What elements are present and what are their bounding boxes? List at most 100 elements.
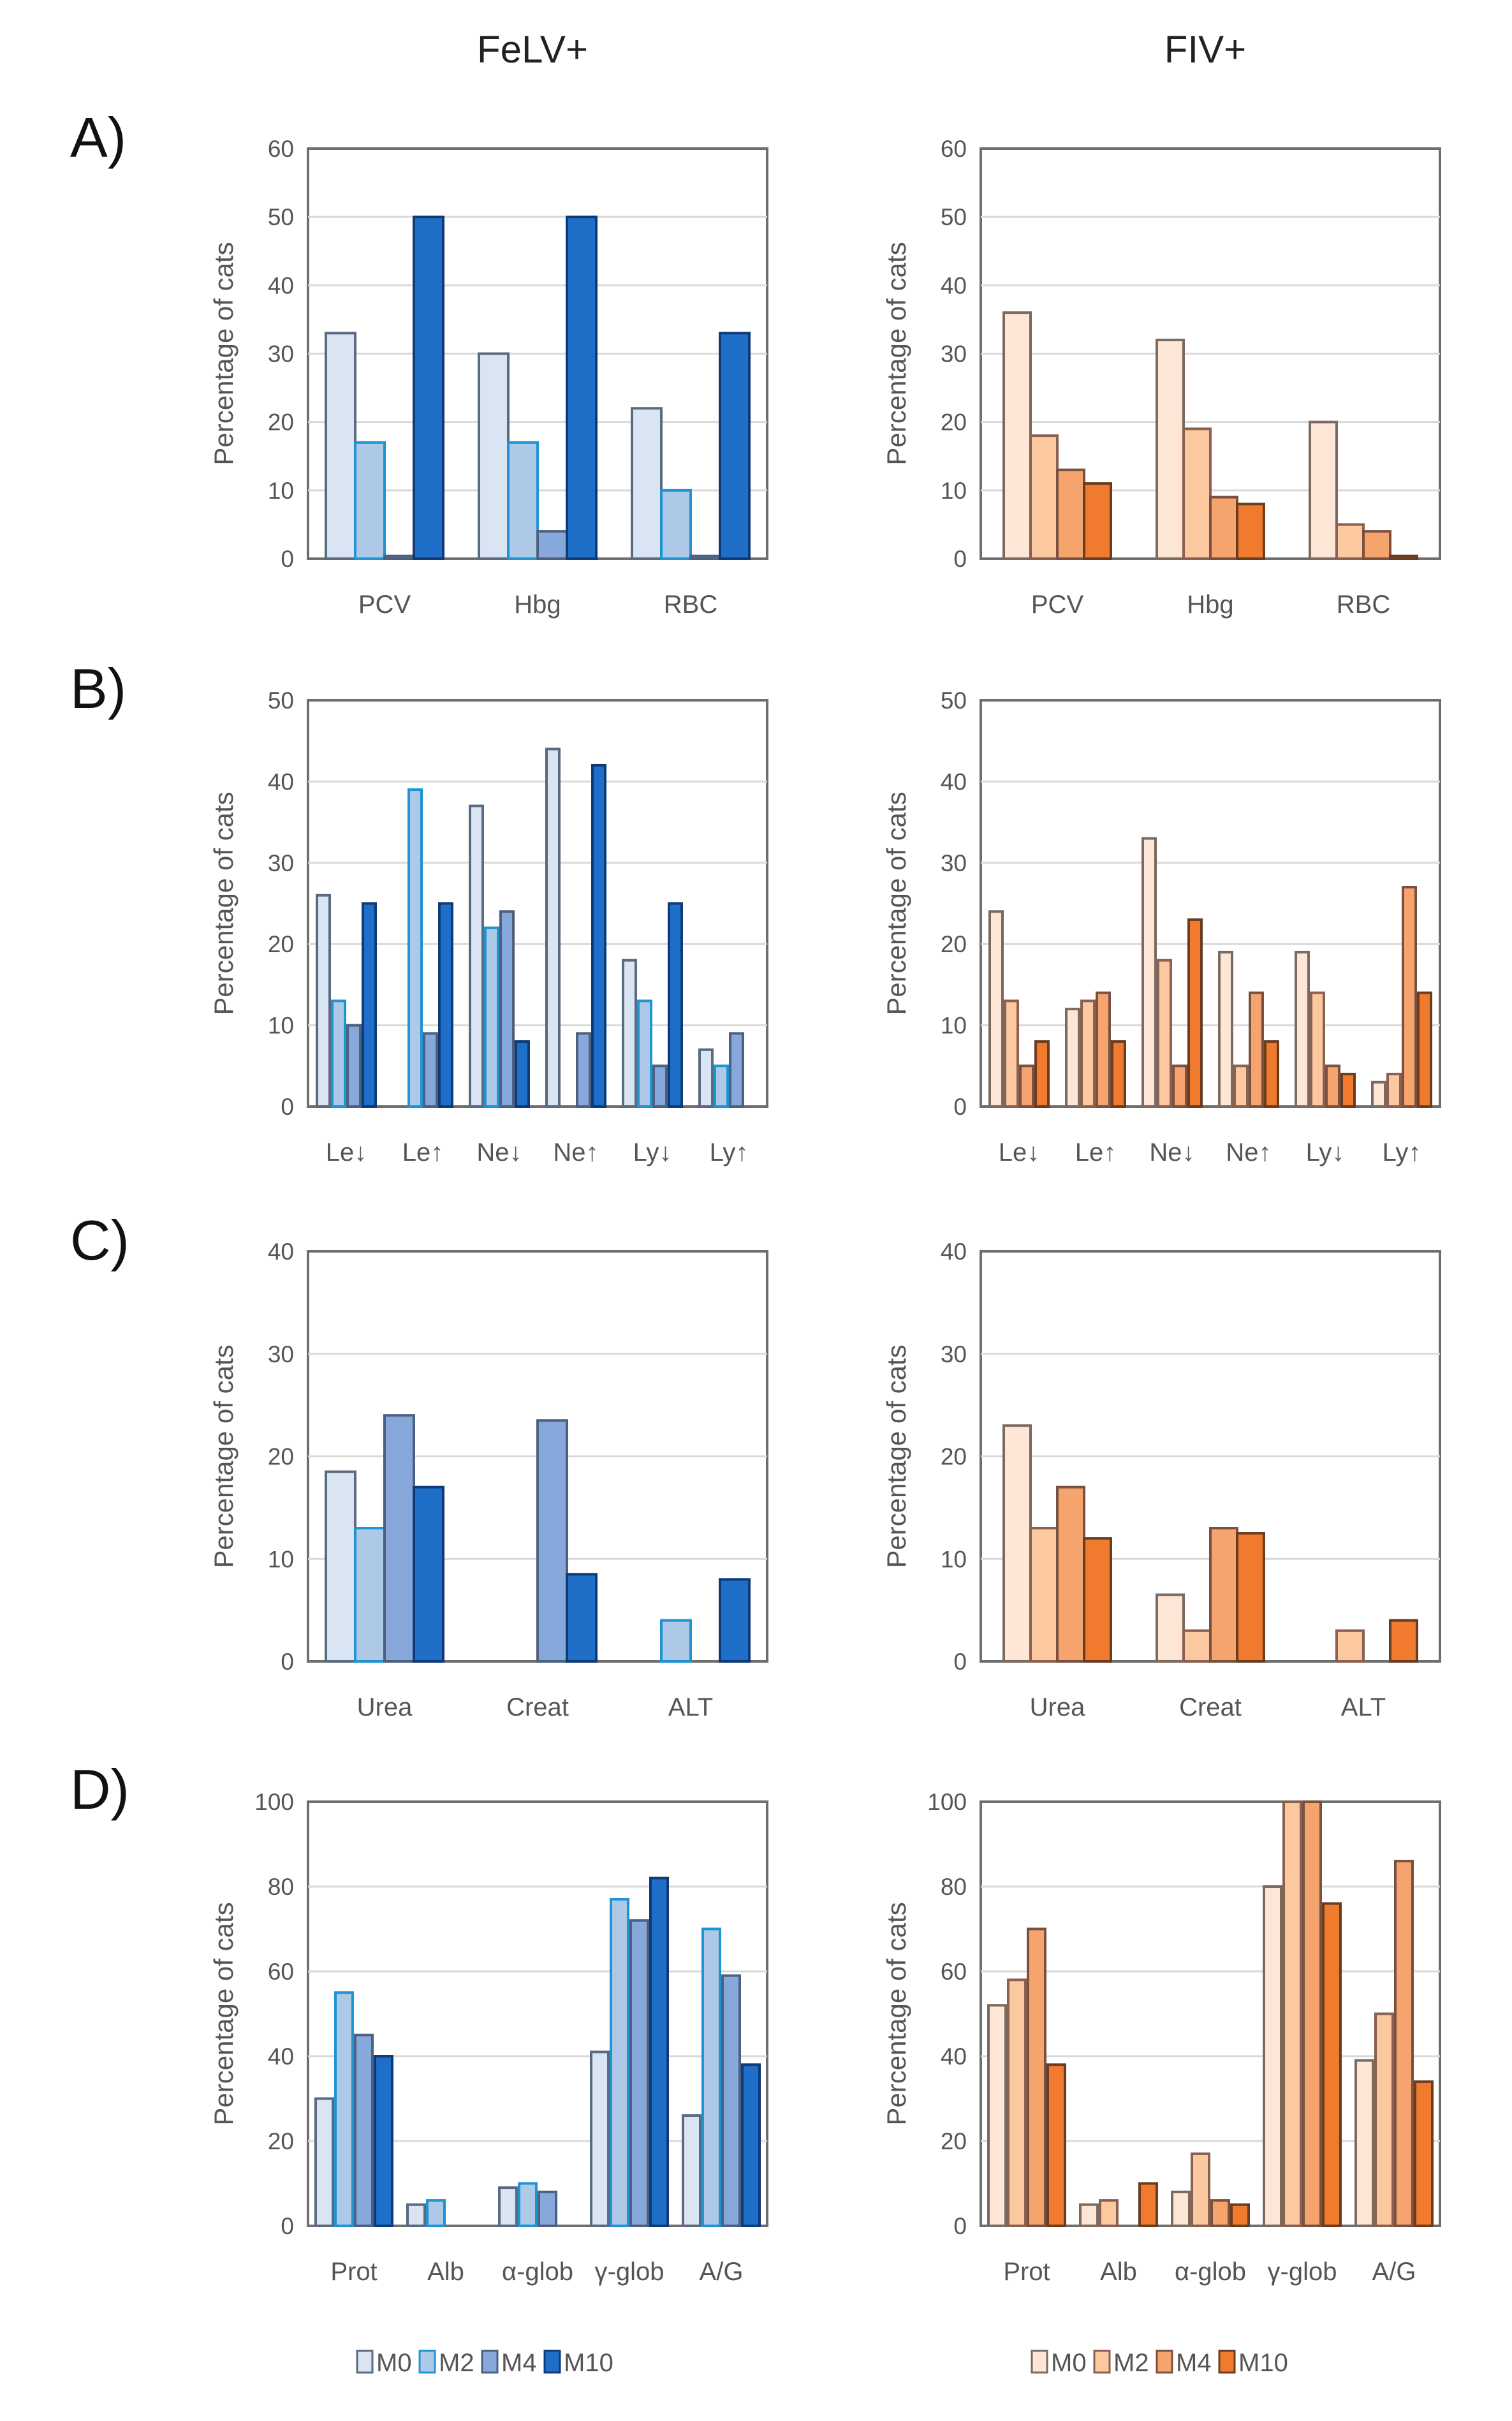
bar-M2-4 [701,1927,721,2227]
bar-M0-0 [314,2097,334,2227]
bar-M0-1 [1156,1593,1185,1663]
y-tick-label: 30 [941,850,967,876]
y-tick-label: 0 [281,1649,294,1675]
bar-M0-3 [1218,950,1233,1108]
y-tick-label: 30 [268,1341,294,1367]
y-tick-label: 40 [268,272,294,298]
category-label: Le↓ [999,1138,1040,1166]
bar-M0-4 [1354,2059,1374,2227]
bar-M4-0 [1056,1485,1085,1663]
y-axis-label: Percentage of cats [881,1902,911,2125]
legend-swatch-M4 [1156,2350,1173,2374]
bar-M0-2 [631,407,663,560]
bar-M0-2 [1309,420,1338,561]
y-tick-label: 20 [941,409,967,436]
legend-label-M0: M0 [1051,2349,1087,2377]
legends-group: M0 M2 M4 M10 M0 M2 M4 M10 [356,2349,1288,2377]
legend-swatch-M2 [1093,2350,1111,2374]
bar-M0-1 [1156,339,1185,560]
y-tick-label: 0 [953,546,967,572]
bar-M2-1 [507,441,539,560]
bar-M10-3 [1322,1902,1342,2228]
bar-M0-0 [987,2004,1007,2227]
y-axis-label: Percentage of cats [881,242,911,465]
bar-M4-1 [536,530,568,561]
y-tick-label: 80 [941,1874,967,1900]
bar-M0-0 [325,332,356,560]
y-tick-label: 60 [941,136,967,162]
bar-M4-2 [499,910,515,1108]
bar-M4-1 [1209,496,1238,560]
panel-label: C) [70,1209,129,1272]
bar-M2-1 [1080,999,1096,1108]
bar-M2-0 [354,441,386,560]
bar-M10-2 [1187,918,1203,1108]
bar-M0-2 [1171,2190,1191,2228]
category-label: PCV [358,591,411,619]
bar-M2-0 [1029,434,1059,560]
bar-M4-1 [1096,991,1111,1108]
bar-M10-1 [1138,2182,1158,2227]
bar-M4-0 [383,1414,415,1663]
y-tick-label: 20 [268,409,294,436]
y-tick-label: 50 [941,688,967,714]
bar-M4-1 [536,1419,568,1663]
y-tick-label: 0 [281,2213,294,2239]
category-label: Prot [330,2258,377,2286]
legend-label-M4: M4 [1176,2349,1212,2377]
chart-A-felv: A) 0 10 20 30 40 50 60 Percentage of cats PCV Hbg R… [70,106,768,619]
category-label: Creat [1179,1693,1242,1721]
bar-M0-3 [545,747,561,1108]
category-label: Urea [357,1693,413,1721]
legend-swatch-M4 [481,2350,499,2374]
bar-M10-2 [1389,1619,1418,1663]
bar-M2-1 [1182,1629,1212,1663]
bar-M10-1 [566,216,598,560]
bar-M10-1 [1236,503,1265,560]
y-axis-label: Percentage of cats [881,1344,911,1568]
bar-M4-5 [1402,886,1417,1108]
bar-M2-5 [1386,1073,1402,1108]
bar-M10-4 [1340,1073,1356,1108]
category-label: γ-glob [1268,2258,1337,2286]
bar-M10-0 [1083,482,1112,560]
y-tick-label: 0 [953,1649,967,1675]
column-title-fiv: FIV+ [1164,28,1246,71]
bar-M2-4 [637,999,652,1108]
bar-M2-2 [660,1619,692,1663]
category-label: Ly↑ [710,1138,749,1166]
bar-M2-0 [331,999,346,1108]
bar-M10-2 [1230,2203,1250,2227]
bar-M2-0 [1029,1527,1059,1663]
bar-M0-5 [698,1048,714,1108]
bar-M2-3 [1233,1064,1249,1108]
plot-frame [980,699,1441,1108]
bar-M4-1 [423,1032,438,1108]
bar-M10-5 [1417,991,1432,1108]
plot-frame [307,699,768,1108]
y-tick-label: 30 [268,850,294,876]
bar-M10-0 [1046,2063,1066,2228]
category-label: Ly↓ [633,1138,672,1166]
bar-M0-1 [1079,2203,1099,2227]
bar-M0-1 [1065,1008,1080,1108]
y-tick-label: 50 [268,204,294,230]
bar-M4-0 [383,554,415,560]
bar-M0-1 [478,352,510,560]
bar-M10-4 [668,902,683,1108]
bar-M0-2 [1141,837,1157,1108]
category-label: Hbg [514,591,561,619]
bar-M10-1 [566,1573,598,1663]
y-tick-label: 40 [268,769,294,795]
y-tick-label: 60 [268,1959,294,1985]
bar-M4-2 [1210,2199,1230,2228]
bar-M2-5 [714,1064,729,1108]
y-tick-label: 40 [268,2043,294,2070]
bar-M10-1 [438,902,453,1108]
y-tick-label: 50 [268,688,294,714]
y-tick-label: 10 [941,478,967,504]
legend-label-M2: M2 [1113,2349,1149,2377]
bar-M2-1 [1099,2199,1119,2228]
bar-M10-0 [413,1485,444,1663]
category-label: Le↑ [1075,1138,1117,1166]
